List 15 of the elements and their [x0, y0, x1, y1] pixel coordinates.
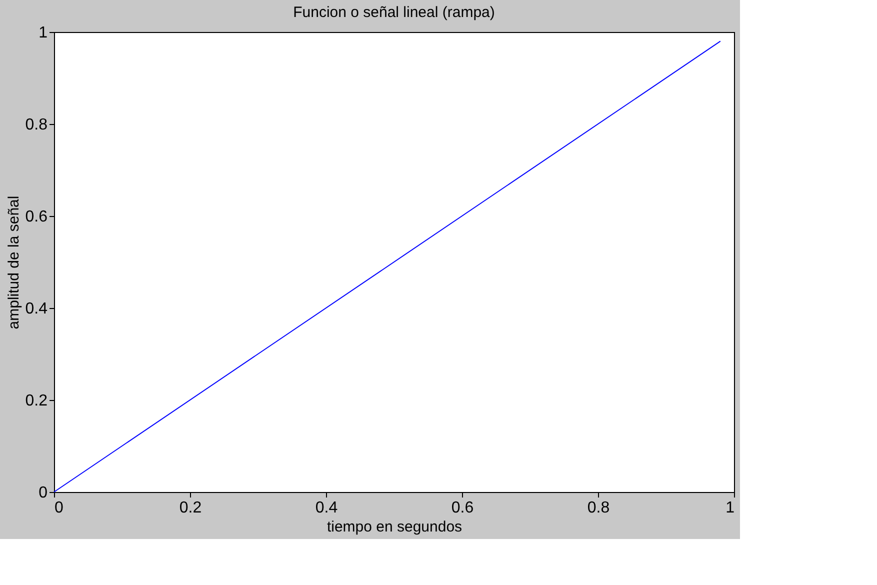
y-axis-title: amplitud de la señal: [5, 196, 22, 330]
x-tick-label: 0.2: [179, 500, 202, 516]
y-tick-label: 0.2: [25, 392, 48, 410]
y-tick-label: 0: [38, 484, 48, 502]
x-tick-label: 0.6: [451, 500, 474, 516]
x-tick-label: 0.8: [587, 500, 610, 516]
x-tick-label: 0.4: [315, 500, 338, 516]
y-tick-label: 0.6: [25, 208, 48, 226]
x-tick-label: 0: [54, 500, 64, 516]
x-tick-label: 1: [726, 500, 735, 516]
x-axis-title: tiempo en segundos: [326, 518, 462, 536]
y-tick-label: 1: [38, 24, 48, 42]
y-tick-label: 0.8: [25, 116, 48, 134]
chart-title: Funcion o señal lineal (rampa): [293, 4, 495, 21]
y-tick-label: 0.4: [25, 300, 48, 318]
